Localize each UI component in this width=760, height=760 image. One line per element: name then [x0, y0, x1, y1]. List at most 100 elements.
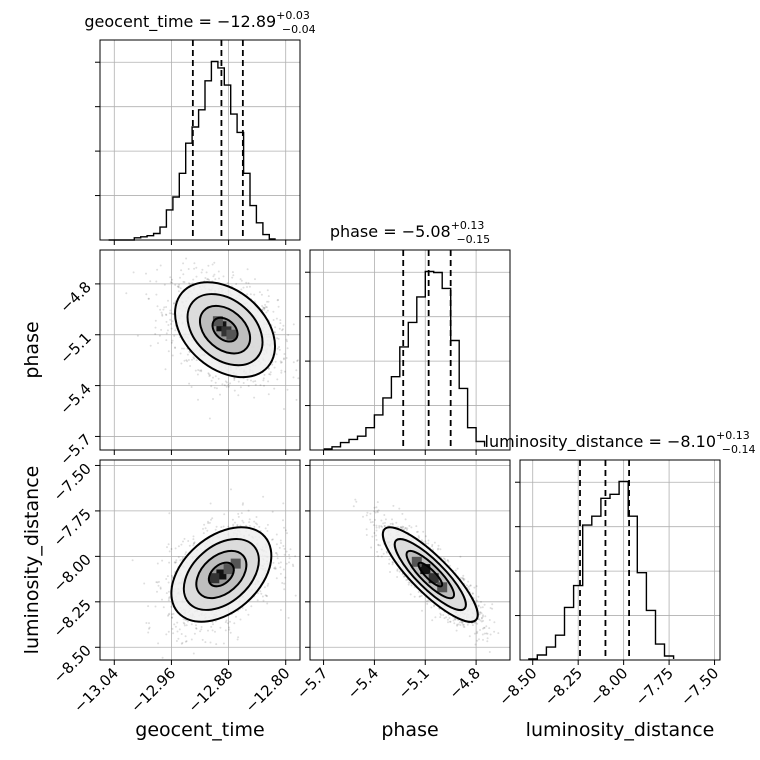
sample-point: [167, 590, 170, 593]
sample-point: [208, 521, 211, 524]
sample-point: [488, 627, 491, 630]
sample-point: [286, 340, 288, 343]
sample-point: [279, 609, 282, 611]
sample-point: [211, 629, 214, 632]
contour-line: [211, 316, 239, 343]
sample-point: [366, 511, 369, 514]
sample-point: [420, 594, 423, 597]
density-peak-cell: [223, 564, 234, 575]
sample-point: [287, 616, 290, 619]
sample-point: [444, 560, 447, 563]
sample-point: [480, 600, 482, 603]
sample-point: [461, 576, 463, 579]
sample-point: [449, 620, 452, 623]
sample-point: [169, 276, 172, 279]
sample-point: [180, 362, 183, 365]
sample-point: [491, 607, 494, 610]
sample-point: [258, 525, 261, 528]
sample-point: [265, 311, 268, 314]
sample-point: [233, 377, 236, 380]
y-tick-label: −8.50: [50, 641, 95, 686]
sample-point: [156, 562, 159, 565]
sample-point: [295, 398, 298, 401]
sample-point: [266, 530, 269, 532]
sample-point: [273, 366, 276, 369]
sample-point: [247, 385, 250, 387]
sample-point: [355, 500, 358, 503]
sample-point: [266, 602, 269, 605]
sample-point: [406, 527, 409, 530]
sample-point: [177, 286, 180, 289]
sample-point: [177, 637, 180, 640]
sample-point: [475, 585, 478, 588]
sample-point: [457, 623, 460, 626]
sample-point: [285, 562, 288, 565]
sample-point: [246, 378, 249, 381]
sample-point: [174, 547, 177, 550]
sample-point: [148, 622, 150, 625]
sample-point: [198, 369, 201, 372]
sample-point: [226, 282, 229, 285]
sample-point: [274, 567, 277, 570]
sample-point: [165, 306, 168, 308]
sample-point: [409, 593, 412, 596]
sample-point: [380, 555, 383, 558]
sample-point: [240, 288, 243, 291]
sample-point: [145, 293, 148, 296]
sample-point: [244, 609, 247, 611]
sample-point: [192, 278, 195, 281]
sample-point: [167, 599, 170, 602]
sample-point: [462, 579, 465, 582]
sample-point: [273, 567, 276, 570]
sample-point: [473, 586, 476, 589]
sample-point: [281, 329, 284, 332]
sample-point: [407, 581, 410, 584]
sample-point: [170, 327, 173, 330]
sample-point: [227, 384, 230, 386]
sample-point: [182, 621, 185, 624]
sample-point: [254, 522, 257, 525]
sample-point: [482, 619, 485, 622]
sample-point: [165, 314, 168, 316]
y-axis-label-phase: phase: [21, 321, 43, 378]
y-tick-label: −5.4: [56, 380, 94, 418]
sample-point: [275, 543, 278, 546]
y-tick-label: −8.25: [50, 596, 95, 641]
sample-point: [376, 501, 379, 504]
sample-point: [479, 619, 482, 622]
sample-point: [237, 512, 240, 515]
sample-point: [156, 581, 159, 584]
histogram-phase: [323, 270, 486, 450]
sample-point: [213, 261, 216, 264]
sample-point: [382, 522, 385, 525]
sample-point: [404, 527, 407, 530]
sample-point: [155, 581, 158, 584]
sample-point: [239, 618, 242, 621]
sample-point: [396, 576, 399, 578]
sample-point: [248, 518, 251, 521]
sample-point: [182, 273, 185, 276]
sample-point: [210, 625, 213, 628]
sample-point: [267, 367, 270, 370]
sample-point: [194, 369, 197, 372]
sample-point: [287, 334, 290, 336]
sample-point: [285, 550, 288, 553]
sample-point: [215, 643, 218, 646]
sample-point: [262, 495, 265, 498]
sample-point: [240, 512, 243, 515]
sample-point: [292, 361, 295, 364]
sample-point: [186, 360, 189, 363]
sample-point: [214, 630, 216, 633]
sample-point: [273, 331, 276, 334]
sample-point: [377, 543, 380, 546]
sample-point: [263, 307, 266, 310]
sample-point: [157, 342, 159, 345]
sample-point: [231, 518, 234, 521]
sample-point: [478, 638, 480, 641]
histogram-geocent_time: [108, 60, 276, 241]
sample-point: [374, 511, 377, 514]
sample-point: [225, 381, 228, 384]
sample-point: [275, 353, 278, 356]
sample-point: [167, 614, 169, 617]
